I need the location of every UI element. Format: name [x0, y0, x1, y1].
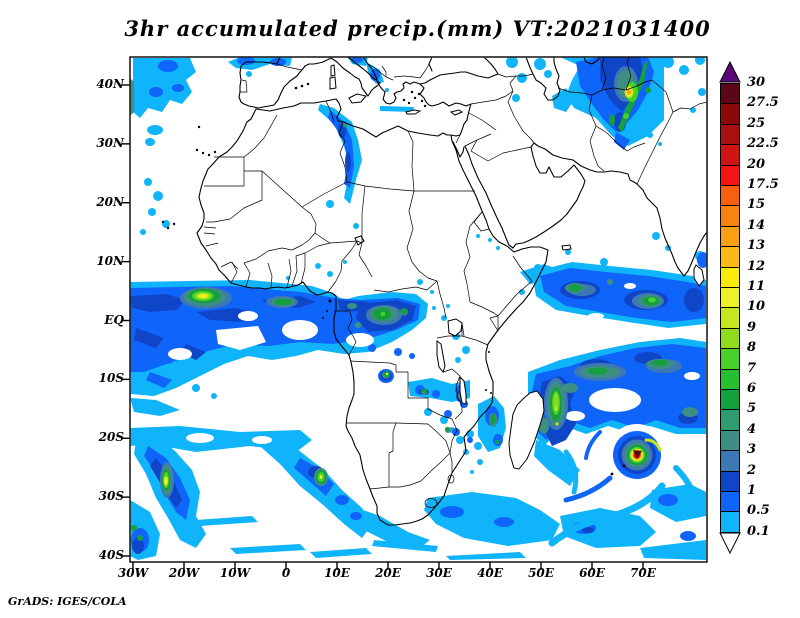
colorbar-cell: [720, 491, 740, 513]
colorbar-cell: [720, 164, 740, 186]
coastlines: [161, 57, 707, 526]
colorbar-cell: [720, 225, 740, 248]
lat-label: 20N: [96, 194, 124, 209]
colorbar-cell: [720, 144, 740, 166]
colorbar-cell: [720, 185, 740, 207]
colorbar-cell: [720, 266, 740, 288]
lon-label: 50E: [528, 566, 554, 580]
colorbar-cell: [720, 205, 740, 227]
colorbar-label: 10: [747, 299, 766, 315]
colorbar-label: 7: [747, 360, 757, 376]
chart-title: 3hr accumulated precip.(mm) VT:202103140…: [124, 16, 711, 41]
colorbar-label: 8: [747, 340, 757, 356]
colorbar-cell: [720, 429, 740, 452]
colorbar-label: 1: [747, 483, 757, 498]
map-frame: [129, 56, 708, 563]
lat-label: 10S: [98, 371, 124, 386]
lon-label: 70E: [630, 566, 656, 580]
lon-label: 10W: [219, 566, 251, 580]
colorbar-cell: [720, 83, 740, 105]
colorbar-label: 27.5: [747, 95, 779, 111]
colorbar-cell: [720, 103, 740, 125]
colorbar-label: 2: [747, 462, 757, 478]
colorbar-cell: [720, 450, 740, 472]
colorbar-label: 20: [747, 156, 766, 172]
lat-label: EQ: [104, 312, 124, 327]
colorbar-label: 30: [747, 75, 766, 90]
colorbar-cell: [720, 307, 740, 329]
colorbar-label: 0.1: [747, 523, 770, 539]
colorbar-cell: [720, 511, 740, 533]
lat-label: 40S: [98, 548, 124, 562]
lon-label: 20W: [168, 566, 200, 580]
colorbar-label: 11: [747, 279, 766, 294]
colorbar-label: 12: [747, 258, 766, 274]
country-borders: [203, 57, 707, 508]
colorbar-label: 14: [747, 217, 766, 233]
colorbar-label: 13: [747, 238, 766, 254]
lat-label: 10N: [96, 253, 124, 268]
colorbar-label: 17.5: [747, 177, 779, 192]
colorbar-cell: [720, 287, 740, 309]
tropical-cyclone: [613, 431, 662, 479]
lon-label: 0: [281, 566, 291, 580]
colorbar-bottom-triangle: [719, 532, 741, 554]
colorbar-cell: [720, 348, 740, 370]
colorbar-cell: [720, 389, 740, 411]
lon-label: 30E: [426, 566, 452, 580]
lat-label: 30S: [98, 489, 124, 504]
colorbar-cell: [720, 246, 740, 268]
lat-label: 20S: [98, 430, 124, 445]
colorbar-cell: [720, 327, 740, 350]
lat-label: 30N: [96, 135, 124, 150]
colorbar-label: 22.5: [747, 136, 779, 152]
colorbar-label: 4: [747, 421, 757, 437]
axis-ticks: [122, 84, 644, 570]
colorbar-cell: [720, 470, 740, 492]
colorbar-label: 6: [747, 381, 757, 396]
colorbar-top-triangle: [719, 61, 741, 83]
lon-label: 10E: [324, 566, 350, 580]
lon-label: 60E: [579, 566, 605, 580]
colorbar-label: 3: [747, 442, 757, 458]
colorbar-cell: [720, 123, 740, 146]
lon-label: 40E: [477, 566, 503, 580]
lat-label: 40N: [96, 77, 124, 91]
precipitation-shading: [130, 57, 707, 560]
colorbar-label: 5: [747, 401, 757, 417]
colorbar-label: 15: [747, 197, 766, 213]
colorbar: 30 27.5 25 22.5 20 17.5 15 14 13 12 11 10 9 8 7 6 5 4 3 2 1 0…: [719, 55, 799, 565]
colorbar-label: 25: [747, 115, 766, 131]
lon-label: 30W: [117, 566, 149, 580]
colorbar-label: 0.5: [747, 503, 770, 519]
colorbar-label: 9: [747, 319, 757, 335]
grads-credit: GrADS: IGES/COLA: [8, 595, 127, 608]
lon-label: 20E: [375, 566, 401, 580]
colorbar-cell: [720, 368, 740, 390]
colorbar-cell: [720, 409, 740, 431]
